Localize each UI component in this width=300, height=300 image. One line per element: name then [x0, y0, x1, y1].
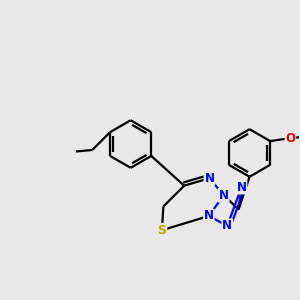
Text: N: N: [236, 181, 247, 194]
Text: N: N: [204, 172, 214, 185]
Text: S: S: [158, 224, 166, 237]
Text: O: O: [285, 132, 296, 145]
Text: N: N: [219, 189, 229, 202]
Text: N: N: [222, 219, 232, 232]
Text: N: N: [204, 209, 214, 223]
